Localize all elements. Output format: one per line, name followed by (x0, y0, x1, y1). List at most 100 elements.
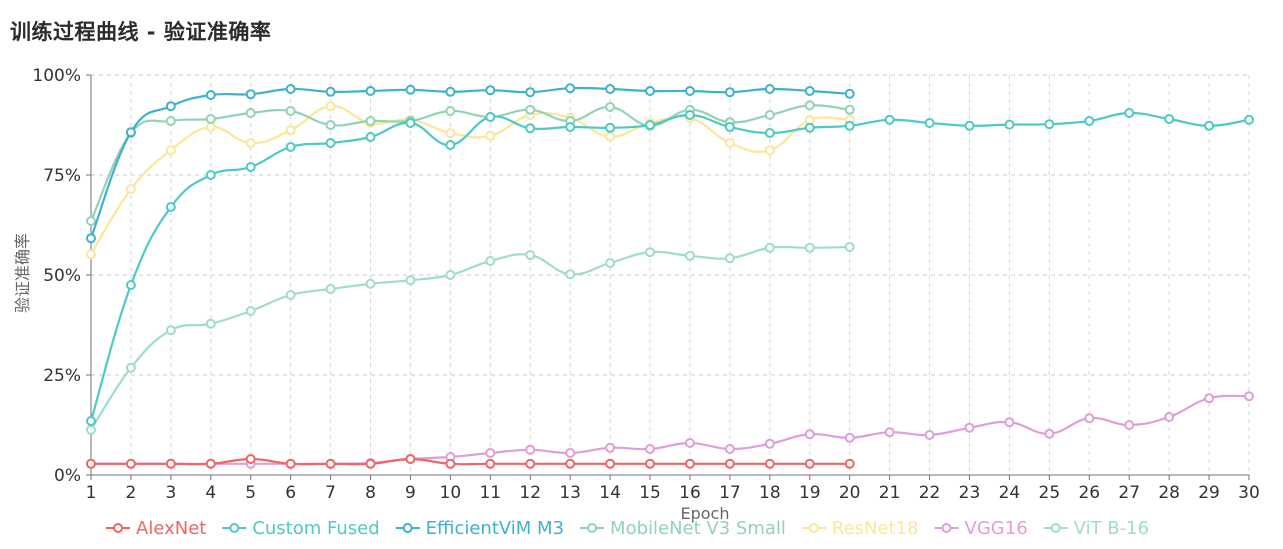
data-point (844, 120, 855, 131)
data-point (724, 122, 735, 132)
x-tick-label: 28 (1158, 483, 1180, 503)
legend: AlexNet Custom Fused EfficientViM M3 Mobile… (106, 518, 1149, 539)
data-point (525, 250, 536, 260)
data-point (365, 458, 376, 469)
data-point (964, 120, 975, 131)
y-tick-label: 50% (43, 266, 81, 286)
x-tick-label: 30 (1238, 483, 1260, 503)
grid (90, 74, 1250, 475)
data-point (684, 458, 695, 469)
data-point (844, 242, 855, 252)
data-point (445, 270, 456, 280)
data-point (605, 442, 616, 453)
x-tick-label: 13 (559, 483, 581, 503)
data-point (1084, 413, 1095, 424)
data-point (804, 458, 815, 469)
data-point (245, 138, 256, 148)
x-tick-label: 22 (919, 483, 941, 503)
data-point (165, 202, 176, 212)
data-point (1164, 114, 1175, 124)
data-point (285, 290, 296, 300)
legend-label: AlexNet (136, 518, 206, 539)
data-point (325, 284, 336, 294)
data-point (804, 100, 815, 111)
y-tick-label: 25% (43, 366, 81, 386)
legend-marker (941, 523, 952, 533)
data-point (924, 430, 935, 440)
y-tick-label: 100% (32, 66, 81, 86)
x-tick-label: 23 (959, 483, 981, 503)
data-point (1044, 428, 1055, 439)
data-point (724, 444, 735, 454)
data-point (1204, 393, 1215, 404)
data-point (485, 458, 496, 469)
data-point (485, 256, 496, 266)
data-point (605, 122, 616, 133)
legend-item[interactable]: VGG16 (934, 518, 1028, 539)
data-point (325, 120, 336, 130)
data-point (724, 87, 735, 98)
data-point (245, 454, 256, 464)
data-point (525, 444, 536, 455)
data-point (645, 444, 656, 454)
x-tick-label: 25 (1039, 483, 1061, 503)
data-point (1204, 120, 1215, 131)
x-tick-label: 6 (285, 483, 296, 503)
x-tick-label: 19 (799, 483, 821, 503)
data-point (605, 131, 616, 142)
data-point (205, 114, 216, 124)
x-tick-label: 16 (679, 483, 701, 503)
data-point (485, 130, 496, 141)
data-point (645, 247, 656, 258)
data-point (445, 128, 456, 138)
data-point (86, 216, 96, 226)
series-efficientvim-m3 (86, 83, 855, 244)
data-point (205, 458, 216, 469)
data-point (86, 416, 96, 426)
legend-item[interactable]: MobileNet V3 Small (580, 518, 786, 539)
data-point (365, 116, 376, 126)
chart-title: 训练过程曲线 - 验证准确率 (10, 20, 272, 44)
data-point (724, 253, 735, 264)
data-point (165, 116, 176, 126)
data-point (205, 318, 216, 329)
data-point (884, 114, 895, 125)
x-tick-label: 18 (759, 483, 781, 503)
legend-item[interactable]: ResNet18 (801, 518, 919, 539)
x-tick-label: 4 (205, 483, 216, 503)
data-point (525, 123, 536, 134)
data-point (285, 125, 296, 136)
data-point (205, 170, 216, 180)
data-point (165, 325, 176, 336)
x-tick-label: 26 (1078, 483, 1100, 503)
legend-item[interactable]: Custom Fused (222, 518, 380, 539)
data-point (565, 83, 576, 94)
data-point (405, 275, 416, 286)
x-tick-label: 7 (325, 483, 336, 503)
legend-item[interactable]: EfficientViM M3 (395, 518, 564, 539)
data-point (1244, 114, 1254, 125)
legend-marker (808, 523, 819, 533)
data-point (684, 250, 695, 261)
x-tick-label: 21 (879, 483, 901, 503)
data-point (565, 269, 576, 280)
data-point (285, 458, 296, 469)
data-point (525, 458, 536, 469)
legend-item[interactable]: ViT B-16 (1043, 518, 1149, 539)
data-point (125, 458, 136, 469)
legend-label: Custom Fused (252, 518, 379, 539)
series-line (89, 104, 850, 222)
series-vit-b-16 (86, 242, 855, 435)
data-point (645, 120, 656, 130)
legend-item[interactable]: AlexNet (106, 518, 206, 539)
legend-label: ViT B-16 (1074, 518, 1149, 539)
legend-marker (1050, 523, 1061, 533)
legend-label: ResNet18 (832, 518, 919, 539)
data-point (645, 86, 656, 96)
data-point (165, 101, 176, 112)
x-tick-label: 29 (1198, 483, 1220, 503)
data-point (764, 145, 775, 156)
data-point (245, 108, 256, 118)
data-point (365, 132, 376, 142)
x-tick-label: 3 (165, 483, 176, 503)
